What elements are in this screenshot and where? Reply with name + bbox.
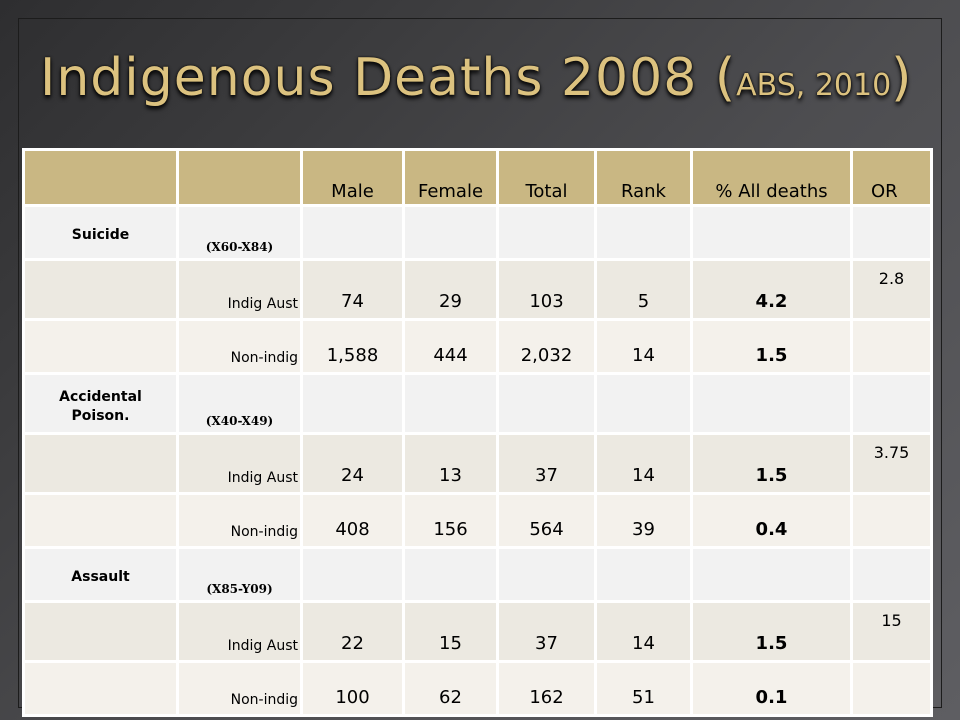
male-value: 408 bbox=[300, 492, 405, 549]
female-value: 13 bbox=[402, 432, 499, 495]
header-female: Female bbox=[402, 148, 499, 207]
male-value: 22 bbox=[300, 600, 405, 663]
category-row: Suicide (X60-X84) bbox=[22, 204, 933, 261]
population-label: Non-indig bbox=[176, 318, 303, 375]
empty-cell bbox=[402, 546, 499, 603]
empty-cell bbox=[300, 372, 405, 435]
table-row: Non-indig 1,588 444 2,032 14 1.5 bbox=[22, 318, 933, 375]
empty-cell bbox=[690, 546, 853, 603]
table-row: Indig Aust 74 29 103 5 4.2 2.8 bbox=[22, 258, 933, 321]
category-row: Accidental Poison. (X40-X49) bbox=[22, 372, 933, 435]
male-value: 74 bbox=[300, 258, 405, 321]
male-value: 24 bbox=[300, 432, 405, 495]
empty-cell bbox=[690, 204, 853, 261]
total-value: 564 bbox=[496, 492, 597, 549]
empty-cell bbox=[594, 204, 693, 261]
empty-cell bbox=[22, 318, 179, 375]
header-total: Total bbox=[496, 148, 597, 207]
odds-ratio-value: 3.75 bbox=[850, 432, 933, 495]
total-value: 37 bbox=[496, 600, 597, 663]
rank-value: 51 bbox=[594, 660, 693, 717]
header-rank: Rank bbox=[594, 148, 693, 207]
category-label: Assault bbox=[22, 546, 179, 603]
rank-value: 14 bbox=[594, 432, 693, 495]
icd-code: (X40-X49) bbox=[176, 372, 303, 435]
empty-cell bbox=[850, 546, 933, 603]
table-row: Non-indig 408 156 564 39 0.4 bbox=[22, 492, 933, 549]
female-value: 156 bbox=[402, 492, 499, 549]
population-label: Indig Aust bbox=[176, 432, 303, 495]
pct-all-deaths-value: 4.2 bbox=[690, 258, 853, 321]
pct-all-deaths-value: 1.5 bbox=[690, 432, 853, 495]
empty-cell bbox=[22, 600, 179, 663]
category-label: Accidental Poison. bbox=[22, 372, 179, 435]
title-main: Indigenous Deaths 2008 ( bbox=[40, 48, 737, 108]
table-row: Indig Aust 24 13 37 14 1.5 3.75 bbox=[22, 432, 933, 495]
empty-cell bbox=[850, 372, 933, 435]
population-label: Indig Aust bbox=[176, 600, 303, 663]
total-value: 162 bbox=[496, 660, 597, 717]
male-value: 1,588 bbox=[300, 318, 405, 375]
pct-all-deaths-value: 1.5 bbox=[690, 600, 853, 663]
odds-ratio-value bbox=[850, 660, 933, 717]
header-cell-population bbox=[176, 148, 303, 207]
population-label: Non-indig bbox=[176, 492, 303, 549]
empty-cell bbox=[402, 204, 499, 261]
empty-cell bbox=[22, 258, 179, 321]
title-close: ) bbox=[891, 48, 913, 108]
female-value: 15 bbox=[402, 600, 499, 663]
header-row: Male Female Total Rank % All deaths OR bbox=[22, 148, 933, 207]
rank-value: 14 bbox=[594, 318, 693, 375]
empty-cell bbox=[22, 660, 179, 717]
empty-cell bbox=[850, 204, 933, 261]
odds-ratio-value: 15 bbox=[850, 600, 933, 663]
rank-value: 14 bbox=[594, 600, 693, 663]
empty-cell bbox=[22, 432, 179, 495]
empty-cell bbox=[402, 372, 499, 435]
empty-cell bbox=[22, 492, 179, 549]
population-label: Non-indig bbox=[176, 660, 303, 717]
category-label: Suicide bbox=[22, 204, 179, 261]
empty-cell bbox=[594, 372, 693, 435]
header-male: Male bbox=[300, 148, 405, 207]
empty-cell bbox=[300, 204, 405, 261]
rank-value: 5 bbox=[594, 258, 693, 321]
pct-all-deaths-value: 0.1 bbox=[690, 660, 853, 717]
title-source: ABS, 2010 bbox=[736, 68, 892, 103]
female-value: 29 bbox=[402, 258, 499, 321]
population-label: Indig Aust bbox=[176, 258, 303, 321]
empty-cell bbox=[496, 372, 597, 435]
rank-value: 39 bbox=[594, 492, 693, 549]
total-value: 37 bbox=[496, 432, 597, 495]
slide-title: Indigenous Deaths 2008 (ABS, 2010) bbox=[40, 52, 940, 104]
table-row: Non-indig 100 62 162 51 0.1 bbox=[22, 660, 933, 717]
header-cell-category bbox=[22, 148, 179, 207]
total-value: 2,032 bbox=[496, 318, 597, 375]
male-value: 100 bbox=[300, 660, 405, 717]
icd-code: (X60-X84) bbox=[176, 204, 303, 261]
category-row: Assault (X85-Y09) bbox=[22, 546, 933, 603]
empty-cell bbox=[300, 546, 405, 603]
empty-cell bbox=[496, 546, 597, 603]
pct-all-deaths-value: 1.5 bbox=[690, 318, 853, 375]
empty-cell bbox=[594, 546, 693, 603]
pct-all-deaths-value: 0.4 bbox=[690, 492, 853, 549]
table-body: Male Female Total Rank % All deaths OR S… bbox=[22, 148, 933, 717]
odds-ratio-value bbox=[850, 318, 933, 375]
odds-ratio-value bbox=[850, 492, 933, 549]
table-row: Indig Aust 22 15 37 14 1.5 15 bbox=[22, 600, 933, 663]
header-or: OR bbox=[850, 148, 933, 207]
icd-code: (X85-Y09) bbox=[176, 546, 303, 603]
odds-ratio-value: 2.8 bbox=[850, 258, 933, 321]
female-value: 62 bbox=[402, 660, 499, 717]
empty-cell bbox=[690, 372, 853, 435]
deaths-table: Male Female Total Rank % All deaths OR S… bbox=[22, 148, 933, 717]
header-pct-all-deaths: % All deaths bbox=[690, 148, 853, 207]
empty-cell bbox=[496, 204, 597, 261]
total-value: 103 bbox=[496, 258, 597, 321]
female-value: 444 bbox=[402, 318, 499, 375]
